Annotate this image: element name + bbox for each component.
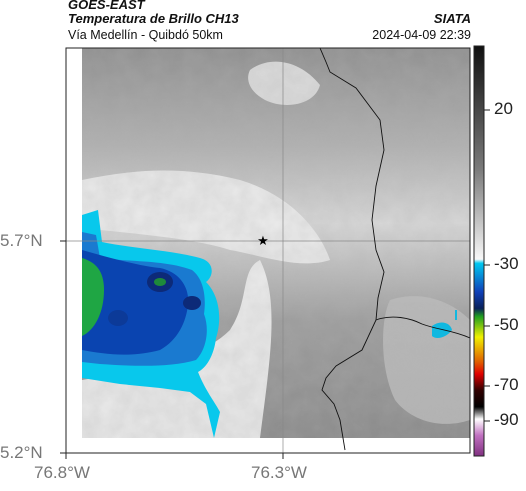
lon-label-2: 76.3°W <box>251 463 307 482</box>
coldest-core-green <box>82 258 104 336</box>
cb-label-minus30: -30 <box>494 254 519 273</box>
cold-cloud-small <box>432 322 452 338</box>
map-imagery <box>66 48 470 453</box>
star-icon: ★ <box>257 234 269 249</box>
lat-label-1: 5.7°N <box>0 231 43 250</box>
lat-label-2: 5.2°N <box>0 443 43 462</box>
lon-label-1: 76.8°W <box>34 463 90 482</box>
cb-label-minus90: -90 <box>494 410 519 429</box>
colorbar <box>473 45 485 457</box>
cb-label-20: 20 <box>494 99 513 118</box>
satellite-name: GOES-EAST <box>68 0 145 12</box>
coldest-core-4 <box>108 310 128 326</box>
map-border <box>65 47 471 454</box>
coldest-core-3 <box>183 296 201 310</box>
cb-label-minus70: -70 <box>494 375 519 394</box>
region-label: Vía Medellín - Quibdó 50km <box>68 28 223 42</box>
source-label: SIATA <box>433 11 471 26</box>
cb-label-minus50: -50 <box>494 315 519 334</box>
product-title: Temperatura de Brillo CH13 <box>68 11 239 26</box>
coldest-core-2 <box>154 278 166 286</box>
cold-cloud-speck <box>455 310 457 320</box>
datetime-label: 2024-04-09 22:39 <box>372 28 471 42</box>
border-line <box>319 48 470 451</box>
